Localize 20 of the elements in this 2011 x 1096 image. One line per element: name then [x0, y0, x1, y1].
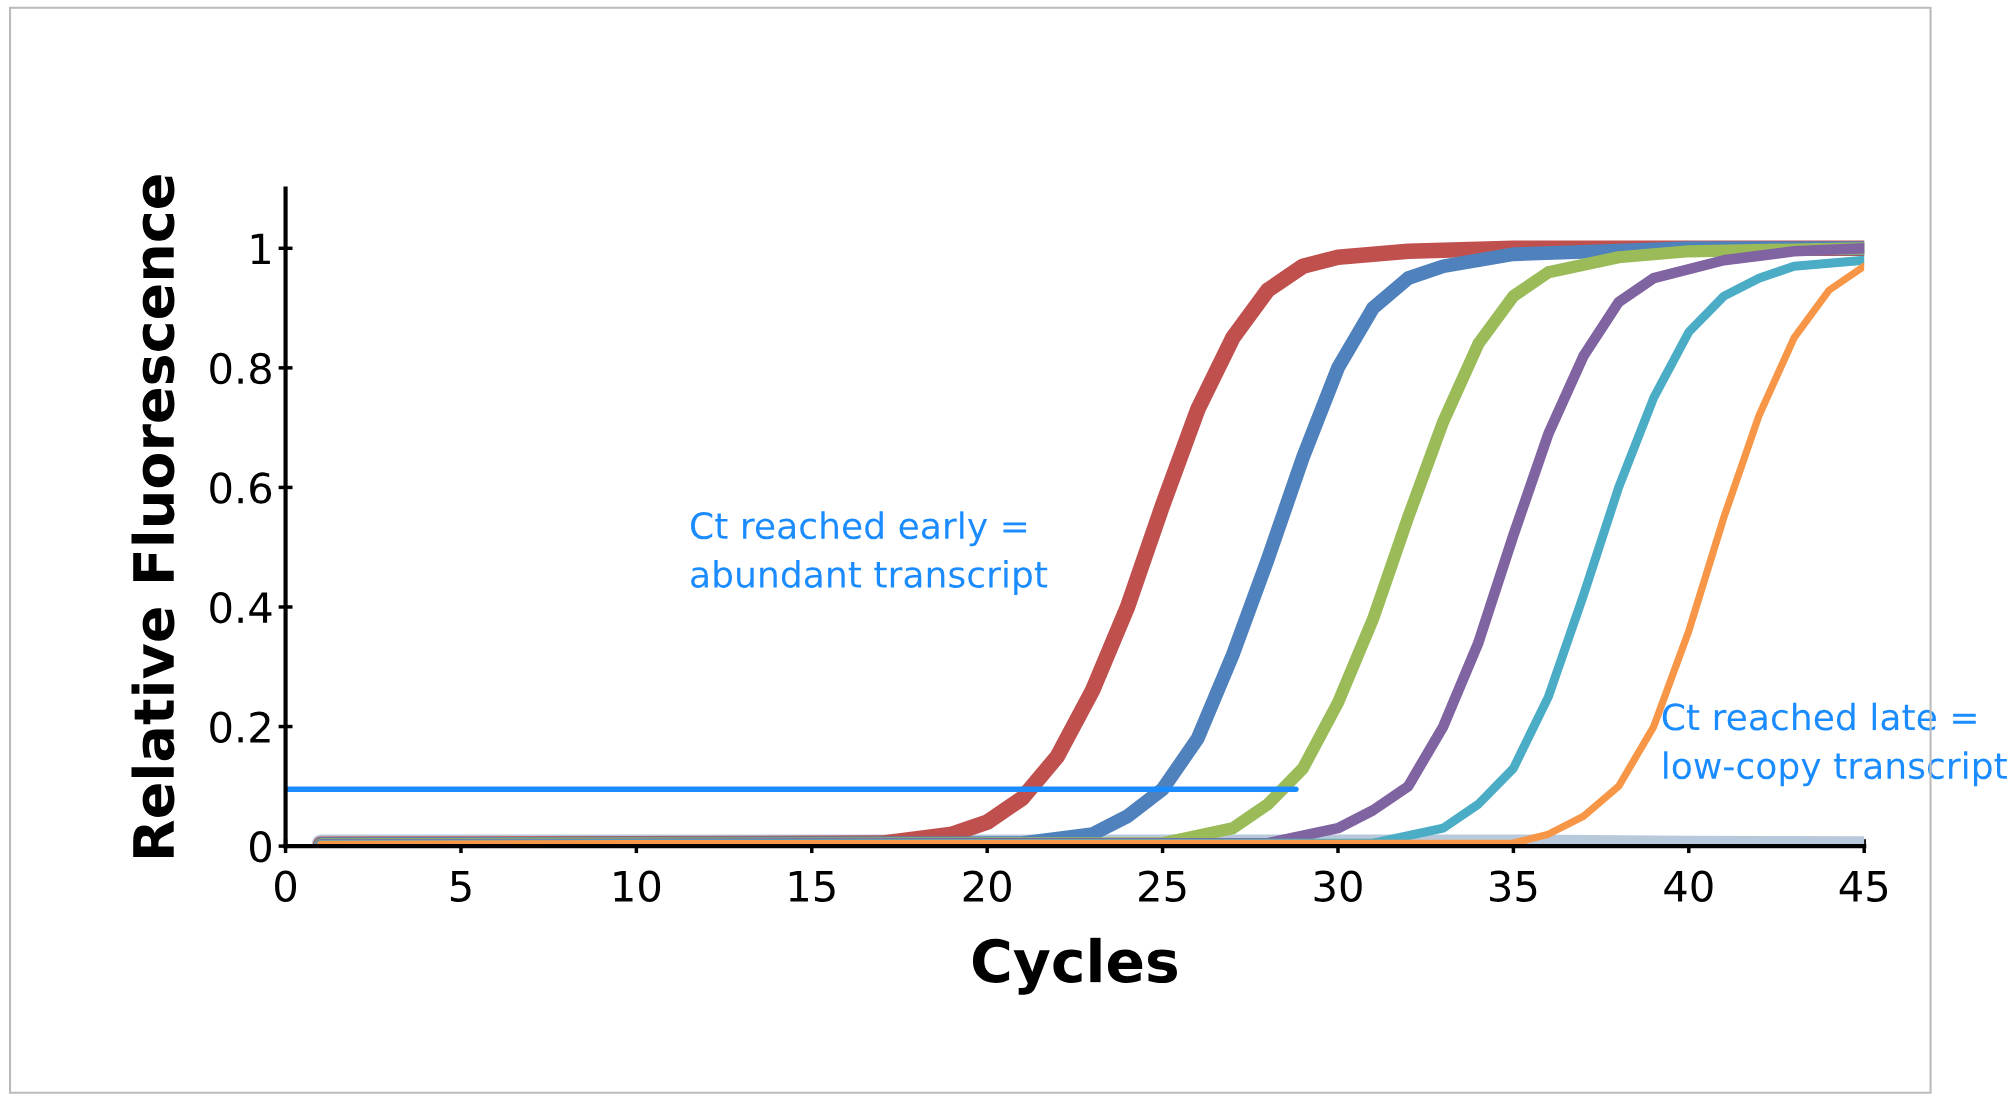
annotation: Ct reached late = low-copy transcript	[1662, 702, 2007, 787]
y-tick-label: 1	[251, 233, 270, 265]
x-tick-label: 45	[1839, 871, 1888, 902]
y-tick-label: 0.6	[210, 472, 272, 504]
x-tick-label: 30	[1314, 870, 1362, 902]
x-tick-label: 35	[1490, 870, 1537, 902]
x-tick-label: 10	[614, 870, 661, 902]
y-tick-label: 0.8	[210, 352, 271, 385]
annotation: Ct reached early = abundant transcript	[691, 511, 1048, 595]
x-tick-label: 15	[789, 871, 835, 902]
y-tick-label: 0.2	[210, 711, 270, 743]
x-tick-label: 40	[1664, 870, 1713, 902]
y-tick-label: 0	[249, 831, 271, 863]
y-axis-title: Relative Fluorescence	[131, 175, 175, 857]
x-tick-label: 25	[1139, 870, 1186, 902]
x-tick-label: 20	[963, 870, 1011, 902]
x-tick-label: 0	[275, 870, 297, 902]
x-tick-label: 5	[450, 871, 471, 902]
x-axis-title: Cycles	[972, 937, 1177, 995]
y-tick-label: 0.4	[210, 591, 272, 624]
